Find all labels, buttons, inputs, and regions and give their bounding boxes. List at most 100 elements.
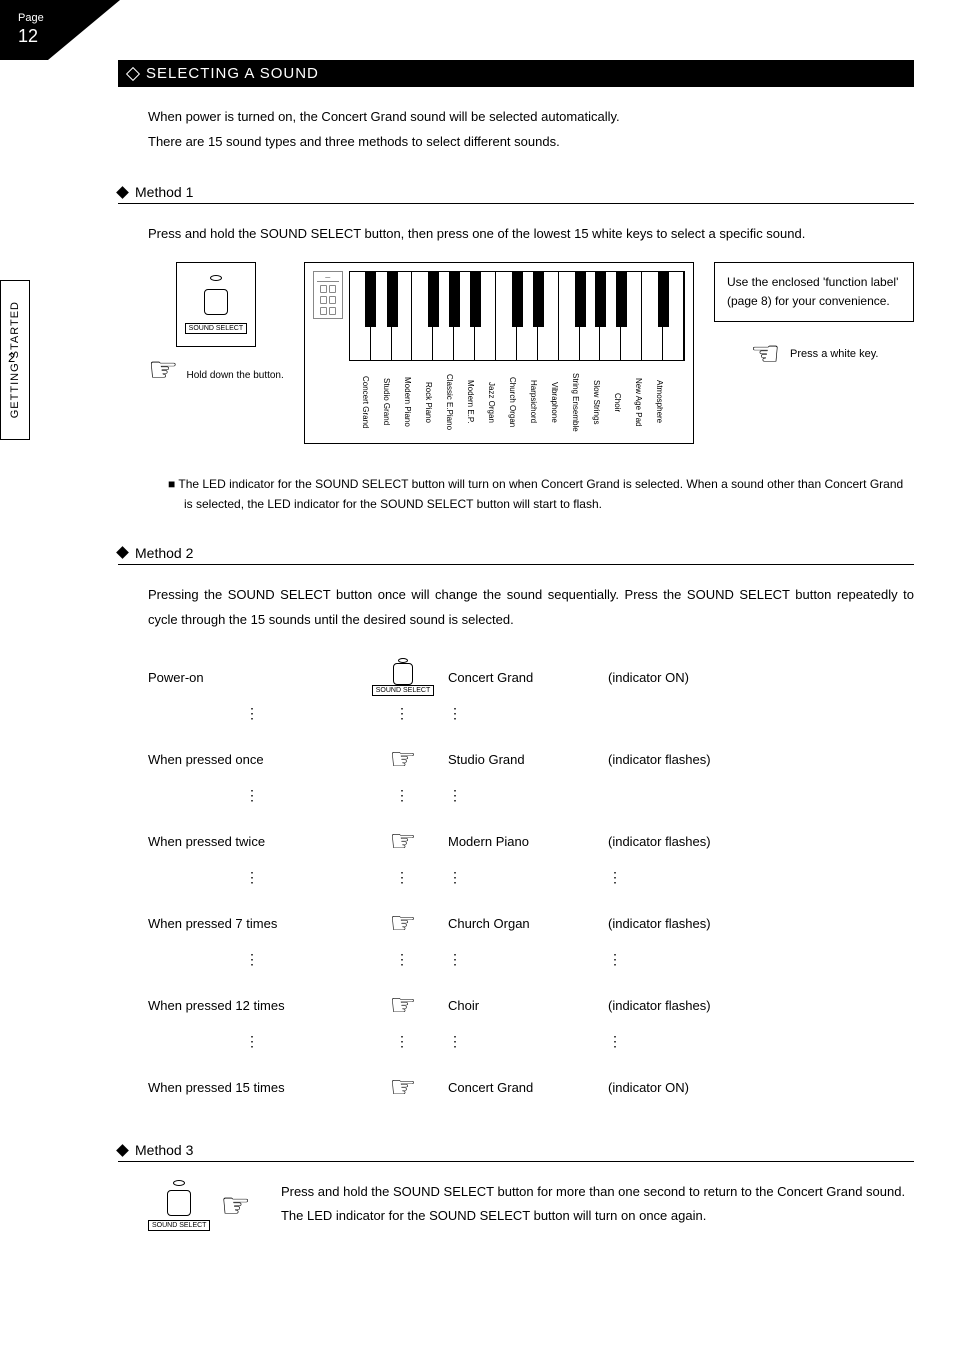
control-panel-icon: — (313, 271, 343, 319)
black-key (470, 272, 481, 327)
press-key-text: Press a white key. (790, 348, 878, 360)
button-icon (204, 289, 228, 315)
black-key (428, 272, 439, 327)
black-key (533, 272, 544, 327)
hand-icon-cell: ☞ (368, 824, 438, 859)
sound-name-label: Vibraphone (538, 365, 559, 435)
sequence-row: When pressed once ☞ Studio Grand (indicator… (148, 734, 914, 784)
black-key (616, 272, 627, 327)
black-key (365, 272, 376, 327)
diamond-icon (126, 66, 140, 80)
indicator-label: (indicator flashes) (608, 752, 808, 767)
hand-icon: ☞ (750, 337, 780, 371)
method1-header: Method 1 (118, 184, 914, 204)
sequence-table: Power-on SOUND SELECT Concert Grand (indica… (148, 652, 914, 1112)
keyboard-diagram: — Concert GrandStudio GrandModern PianoR… (304, 262, 694, 444)
sound-select-label: SOUND SELECT (185, 323, 247, 334)
intro-line2: There are 15 sound types and three metho… (148, 130, 914, 155)
indicator-label: (indicator flashes) (608, 834, 808, 849)
hold-caption: Hold down the button. (186, 370, 283, 381)
page-label: Page (18, 12, 120, 24)
indicator-label: (indicator ON) (608, 670, 808, 685)
method1-body: Press and hold the SOUND SELECT button, … (148, 222, 914, 444)
hand-icon-cell: ☞ (368, 1070, 438, 1105)
sound-name-label: Rock Piano (412, 365, 433, 435)
sequence-row: When pressed twice ☞ Modern Piano (indicato… (148, 816, 914, 866)
black-key (595, 272, 606, 327)
sequence-row: Power-on SOUND SELECT Concert Grand (indica… (148, 652, 914, 702)
black-key (658, 272, 669, 327)
led-icon (173, 1180, 185, 1186)
black-key (512, 272, 523, 327)
indicator-label: (indicator flashes) (608, 998, 808, 1013)
intro-line1: When power is turned on, the Concert Gra… (148, 105, 914, 130)
hand-icon-cell: ☞ (368, 988, 438, 1023)
method1-diagram: SOUND SELECT ☞ Hold down the button. — (148, 262, 914, 444)
method3-line2: The LED indicator for the SOUND SELECT b… (281, 1204, 914, 1227)
sound-label: Studio Grand (448, 752, 598, 767)
black-key (449, 272, 460, 327)
action-label: When pressed 15 times (148, 1080, 358, 1095)
sound-label: Concert Grand (448, 1080, 598, 1095)
diamond-icon (116, 186, 129, 199)
indicator-label: (indicator ON) (608, 1080, 808, 1095)
diamond-icon (116, 546, 129, 559)
diamond-icon (116, 1144, 129, 1157)
sound-name-label: Jazz Organ (475, 365, 496, 435)
ellipsis-row: ⋮⋮⋮ (148, 784, 914, 816)
action-label: When pressed 12 times (148, 998, 358, 1013)
sound-name-label: Slow Strings (580, 365, 601, 435)
page-number: 12 (18, 26, 120, 47)
method2-body: Pressing the SOUND SELECT button once wi… (148, 583, 914, 1112)
sound-name-label: String Ensemble (559, 365, 580, 435)
method2-header: Method 2 (118, 545, 914, 565)
press-key-row: ☞ Press a white key. (714, 337, 914, 371)
hand-icon: ☞ (220, 1189, 250, 1223)
method2-text: Pressing the SOUND SELECT button once wi… (148, 583, 914, 632)
button-icon (167, 1190, 191, 1216)
function-label-note: Use the enclosed 'function label' (page … (714, 262, 914, 322)
hand-icon: ☞ (148, 353, 178, 387)
sequence-row: When pressed 7 times ☞ Church Organ (indica… (148, 898, 914, 948)
sound-label: Choir (448, 998, 598, 1013)
piano-keys (349, 271, 685, 361)
led-indicator-note: The LED indicator for the SOUND SELECT b… (168, 474, 914, 515)
sound-name-label: Concert Grand (349, 365, 370, 435)
method3-body: SOUND SELECT ☞ Press and hold the SOUND … (148, 1180, 914, 1231)
sound-select-button-box: SOUND SELECT (176, 262, 256, 347)
sound-name-label: Choir (601, 365, 622, 435)
sound-name-label: Modern E.P. (454, 365, 475, 435)
sound-name-label: Modern Piano (391, 365, 412, 435)
method3-text: Press and hold the SOUND SELECT button f… (281, 1180, 914, 1227)
sound-label: Church Organ (448, 916, 598, 931)
intro-text: When power is turned on, the Concert Gra… (148, 105, 914, 154)
sound-name-label: Classic E.Piano (433, 365, 454, 435)
action-label: When pressed 7 times (148, 916, 358, 931)
sound-label: Concert Grand (448, 670, 598, 685)
hand-icon-cell: ☞ (368, 906, 438, 941)
method3-header: Method 3 (118, 1142, 914, 1162)
key-labels: Concert GrandStudio GrandModern PianoRoc… (349, 365, 685, 435)
action-label: When pressed once (148, 752, 358, 767)
black-key (387, 272, 398, 327)
action-label: When pressed twice (148, 834, 358, 849)
sound-name-label: New Age Pad (622, 365, 643, 435)
page-corner: Page 12 (0, 0, 120, 60)
ellipsis-row: ⋮⋮⋮⋮ (148, 948, 914, 980)
sound-label: Modern Piano (448, 834, 598, 849)
sound-select-label: SOUND SELECT (148, 1220, 210, 1231)
ellipsis-row: ⋮⋮⋮ (148, 702, 914, 734)
indicator-label: (indicator flashes) (608, 916, 808, 931)
main-content: SELECTING A SOUND When power is turned o… (118, 0, 914, 1231)
black-key (575, 272, 586, 327)
button-icon-cell: SOUND SELECT (368, 658, 438, 696)
method1-heading: Method 1 (135, 184, 193, 200)
sequence-row: When pressed 12 times ☞ Choir (indicator fl… (148, 980, 914, 1030)
action-label: Power-on (148, 670, 358, 685)
led-icon (210, 275, 222, 281)
hand-icon-cell: ☞ (368, 742, 438, 777)
sound-select-icon: SOUND SELECT (148, 1180, 210, 1231)
method3-line1: Press and hold the SOUND SELECT button f… (281, 1180, 914, 1203)
ellipsis-row: ⋮⋮⋮⋮ (148, 866, 914, 898)
method1-side-notes: Use the enclosed 'function label' (page … (714, 262, 914, 371)
